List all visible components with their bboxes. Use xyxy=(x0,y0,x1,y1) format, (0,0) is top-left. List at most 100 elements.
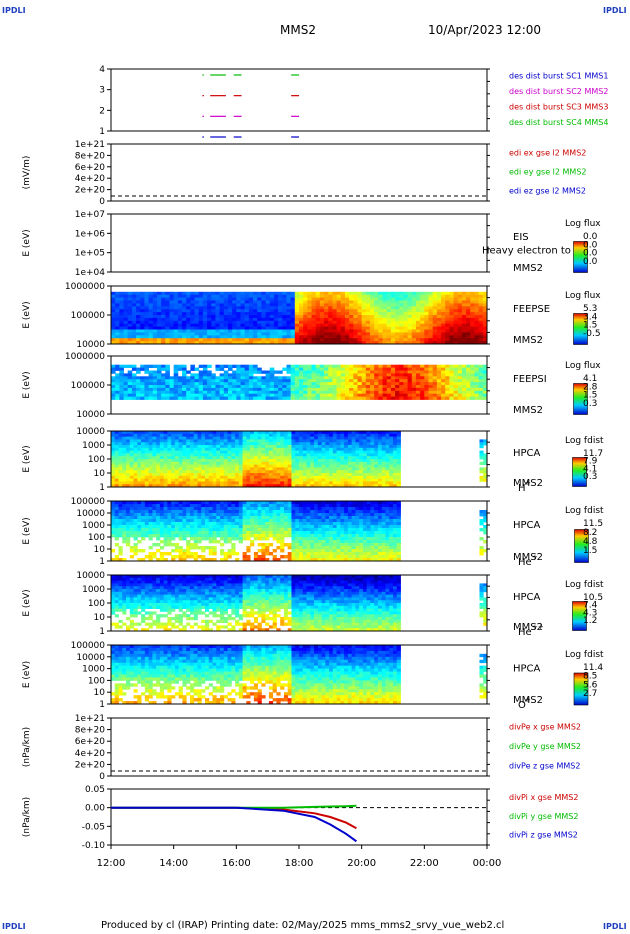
panel-frame-hpca_he xyxy=(110,500,488,562)
colorbar-hpca_hepp xyxy=(572,601,587,631)
legend-edi: edi ez gse l2 MMS2 xyxy=(509,186,586,195)
species-label-hpca_h: H xyxy=(518,483,526,494)
colorbar-value-feepse: 3.4 xyxy=(583,312,598,322)
spectrogram-hpca-h xyxy=(111,431,488,488)
ytick-label-divpi: -0.05 xyxy=(82,822,105,832)
xtick-label: 22:00 xyxy=(410,858,439,869)
ylabel-feepsi: E (eV) xyxy=(22,371,32,398)
ylabel-divpe: (nPa/km) xyxy=(22,727,32,767)
ytick-label-feepse: 1000000 xyxy=(65,282,105,292)
colorbar-hpca_o xyxy=(573,672,589,706)
spectrogram-feepsi xyxy=(111,364,488,400)
legend-burst: des dist burst SC4 MMS4 xyxy=(509,118,608,127)
legend-divpe: divPe x gse MMS2 xyxy=(509,723,581,732)
colorbar-value-feepse: 5.3 xyxy=(583,304,597,314)
ytick-label-hpca_h: 1 xyxy=(99,483,105,493)
species-charge-hpca_o: + xyxy=(525,696,531,704)
divpi-series-line xyxy=(111,806,357,843)
spacecraft-label-feepsi: MMS2 xyxy=(513,405,543,416)
ytick-label-hpca_he: 1000 xyxy=(82,521,105,531)
ytick-label-divpe: 2e+20 xyxy=(75,760,106,770)
ytick-label-feepse: 100000 xyxy=(71,311,106,321)
ytick-label-edi: 1e+21 xyxy=(75,140,105,150)
ytick-label-burst: 4 xyxy=(99,65,105,75)
colorbar-value-hpca_he: 1.5 xyxy=(583,546,597,556)
xtick-label: 14:00 xyxy=(159,858,188,869)
ytick-label-edi: 2e+20 xyxy=(75,186,106,196)
ytick-label-burst: 3 xyxy=(99,86,105,96)
ytick-label-divpe: 6e+20 xyxy=(75,737,106,747)
ytick-label-feepsi: 1000000 xyxy=(65,352,105,362)
spacecraft-label-eis: MMS2 xyxy=(513,263,543,274)
ytick-label-divpe: 1e+21 xyxy=(75,714,105,724)
ytick-label-feepsi: 100000 xyxy=(71,381,106,391)
colorbar-value-feepse: -0.5 xyxy=(583,329,601,339)
legend-divpe: divPe z gse MMS2 xyxy=(509,761,580,770)
panel-frame-burst xyxy=(110,68,488,132)
xtick-label: 12:00 xyxy=(97,858,126,869)
panel-frame-edi xyxy=(110,143,488,202)
ytick-label-hpca_h: 100 xyxy=(88,455,105,465)
ytick-label-burst: 1 xyxy=(99,127,105,137)
legend-divpi: divPi z gse MMS2 xyxy=(509,831,578,840)
colorbar-title-eis: Log flux xyxy=(565,219,601,229)
ytick-label-hpca_he: 100000 xyxy=(71,497,106,507)
colorbar-value-feepsi: 2.8 xyxy=(583,382,598,392)
colorbar-value-hpca_hepp: 4.3 xyxy=(583,608,597,618)
colorbar-title-hpca_hepp: Log fdist xyxy=(565,580,604,590)
colorbar-value-hpca_o: 2.7 xyxy=(583,689,597,699)
instrument-label-hpca_h: HPCA xyxy=(513,448,541,459)
colorbar-value-feepsi: 1.5 xyxy=(583,391,597,401)
spacecraft-label-hpca_o: MMS2 xyxy=(513,695,543,706)
ylabel-edi: (mV/m) xyxy=(22,156,32,190)
panel-frame-hpca_o xyxy=(110,644,488,705)
colorbar-value-hpca_hepp: 10.5 xyxy=(583,593,603,603)
panel-frame-divpe xyxy=(110,717,488,777)
ytick-label-hpca_hepp: 1 xyxy=(99,627,105,637)
ytick-label-edi: 0 xyxy=(99,197,105,207)
ytick-label-feepsi: 10000 xyxy=(76,410,105,420)
panel-frame-eis xyxy=(110,213,488,273)
colorbar-value-hpca_h: 7.9 xyxy=(583,457,598,467)
colorbar-value-eis: 0.0 xyxy=(583,232,598,242)
colorbar-value-eis: 0.0 xyxy=(583,240,598,250)
colorbar-value-hpca_hepp: 7.4 xyxy=(583,601,598,611)
legend-divpi: divPi x gse MMS2 xyxy=(509,793,578,802)
corner-label-top-left: IPDLI xyxy=(2,6,26,15)
xtick-label: 18:00 xyxy=(285,858,314,869)
colorbar-hpca_he xyxy=(574,529,589,563)
ytick-label-edi: 4e+20 xyxy=(75,174,106,184)
ytick-label-eis: 1e+04 xyxy=(75,268,106,278)
ytick-label-divpe: 4e+20 xyxy=(75,749,106,759)
ylabel-feepse: E (eV) xyxy=(22,301,32,328)
species-label-hpca_he: He xyxy=(518,557,532,568)
panel-frame-divpi xyxy=(110,788,488,846)
spectrogram-feepse xyxy=(111,291,488,345)
ylabel-hpca_hepp: E (eV) xyxy=(22,589,32,616)
spacecraft-label-hpca_h: MMS2 xyxy=(513,478,543,489)
colorbar-value-hpca_he: 4.8 xyxy=(583,537,598,547)
ytick-label-divpe: 8e+20 xyxy=(75,726,106,736)
ytick-label-hpca_hepp: 100 xyxy=(88,599,105,609)
instrument-label-hpca_he: HPCA xyxy=(513,520,541,531)
datetime-title: 10/Apr/2023 12:00 xyxy=(428,23,542,37)
spacecraft-label-hpca_he: MMS2 xyxy=(513,552,543,563)
spectrogram-hpca-he xyxy=(111,501,488,562)
ytick-label-hpca_o: 10 xyxy=(94,688,106,698)
colorbar-value-hpca_o: 5.6 xyxy=(583,680,598,690)
ylabel-eis: E (eV) xyxy=(22,229,32,256)
corner-label-top-right: IPDLI xyxy=(603,6,627,15)
instrument-label-hpca_o: HPCA xyxy=(513,664,541,675)
ytick-label-hpca_he: 10 xyxy=(94,545,106,555)
ylabel-hpca_he: E (eV) xyxy=(22,517,32,544)
ytick-label-hpca_o: 1 xyxy=(99,700,105,710)
species-label-hpca_o: O xyxy=(518,700,526,711)
ytick-label-divpe: 0 xyxy=(99,772,105,782)
legend-edi: edi ey gse l2 MMS2 xyxy=(509,167,587,176)
colorbar-title-hpca_o: Log fdist xyxy=(565,650,604,660)
colorbar-value-hpca_o: 8.5 xyxy=(583,672,597,682)
legend-edi: edi ex gse l2 MMS2 xyxy=(509,148,586,157)
ytick-label-hpca_hepp: 1000 xyxy=(82,585,105,595)
colorbar-value-feepse: 1.5 xyxy=(583,321,597,331)
ytick-label-hpca_o: 10000 xyxy=(76,653,105,663)
